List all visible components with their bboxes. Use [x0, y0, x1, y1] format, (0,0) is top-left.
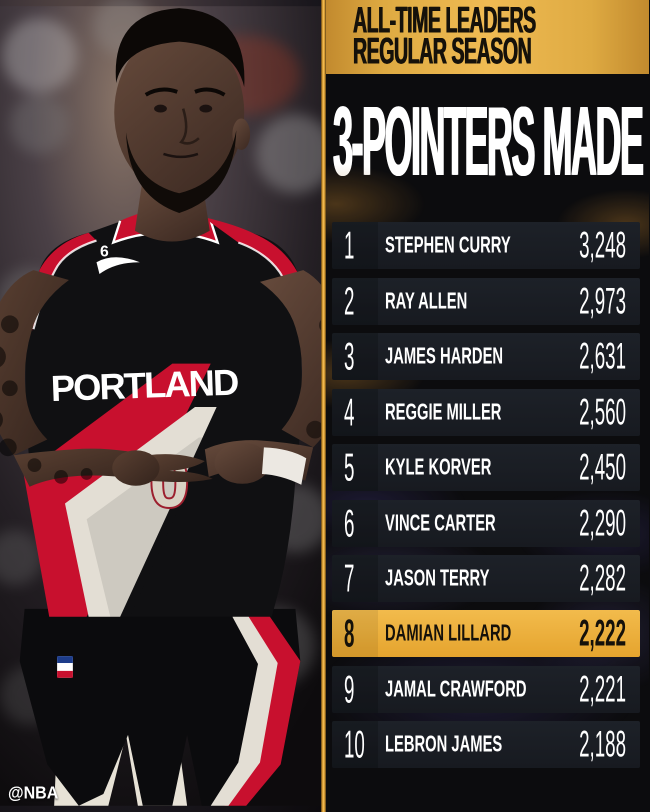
svg-text:6: 6 — [100, 243, 109, 260]
svg-text:PORTLAND: PORTLAND — [50, 362, 239, 410]
